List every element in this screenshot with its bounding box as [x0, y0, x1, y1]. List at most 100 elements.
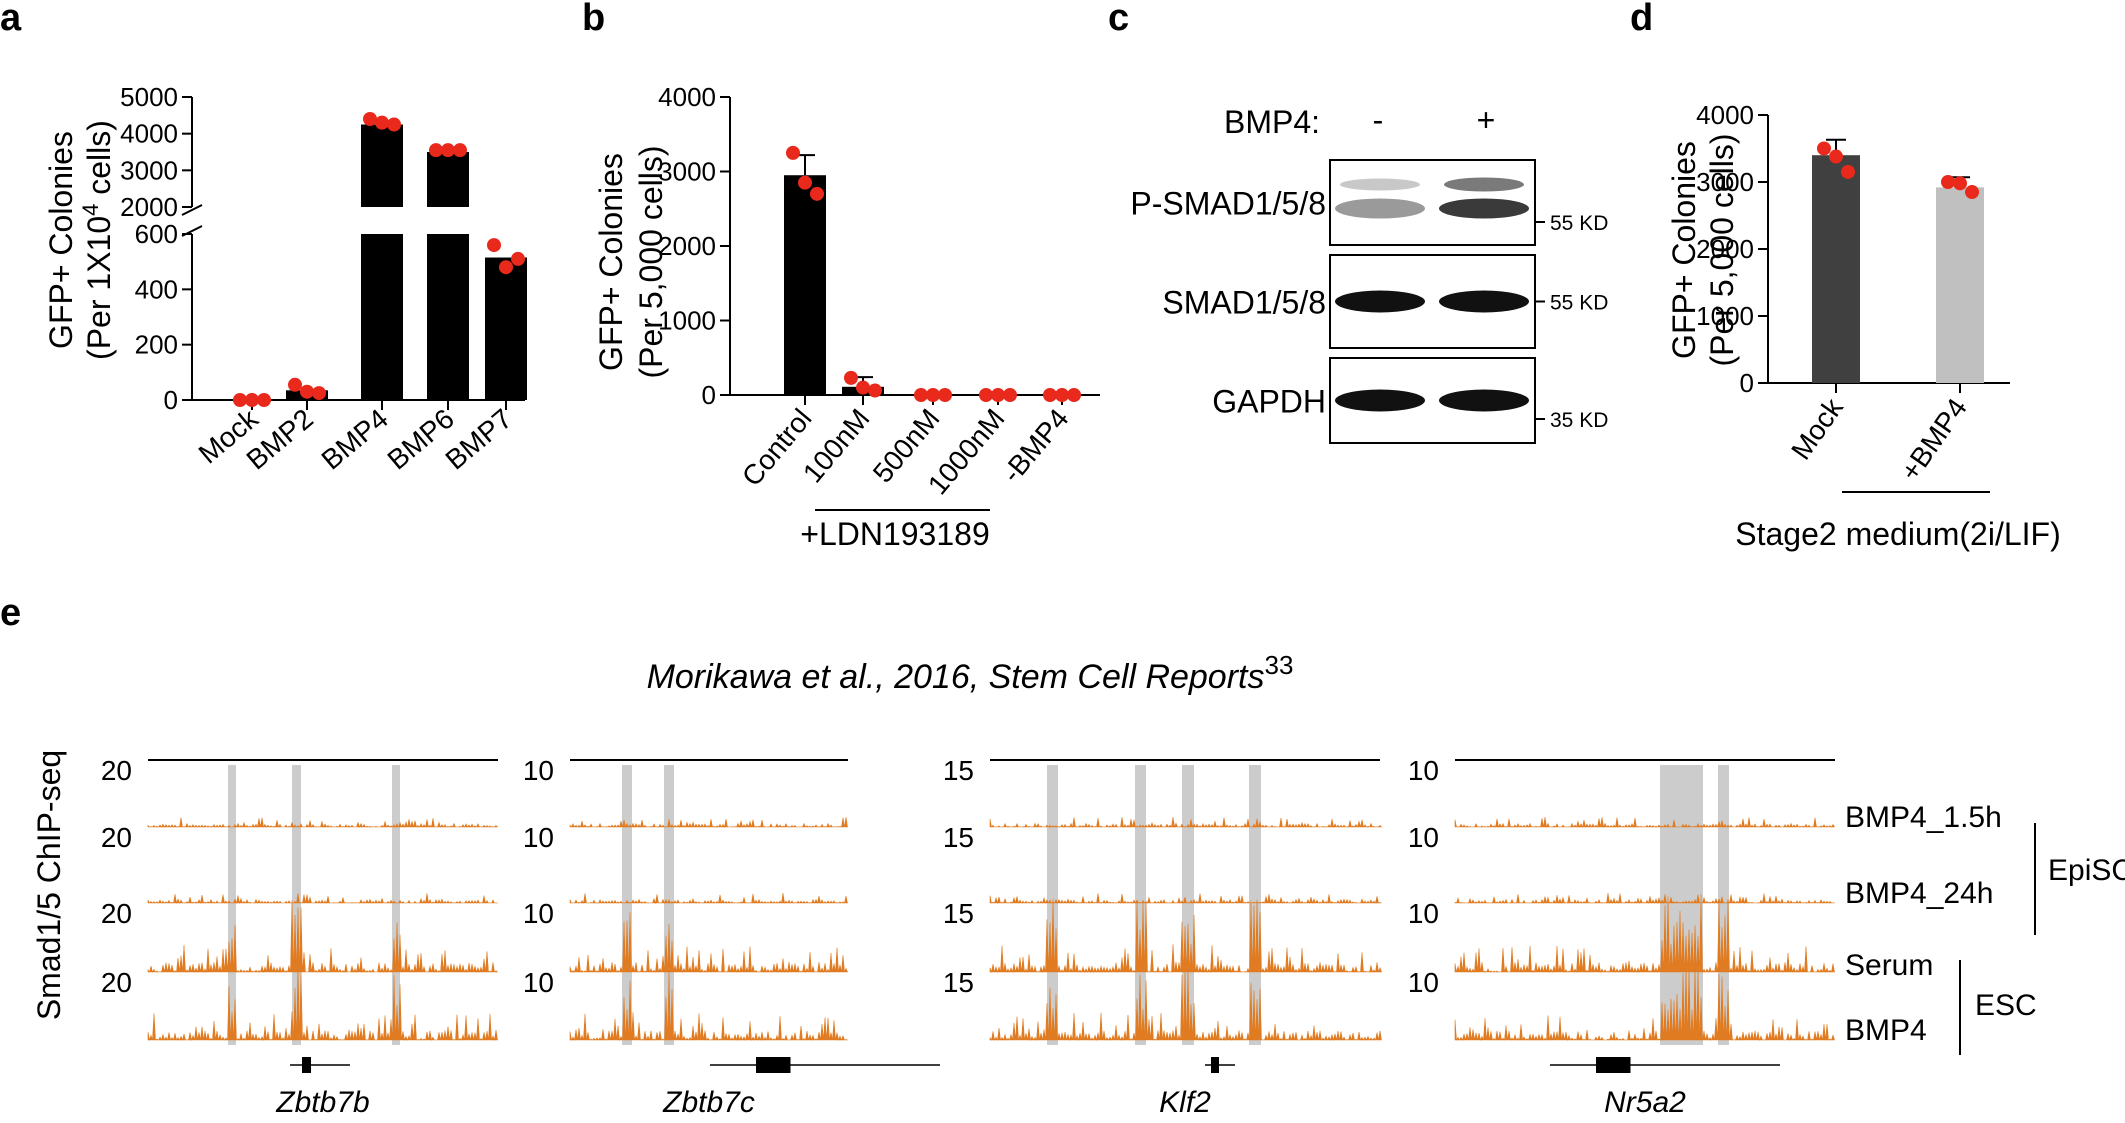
gene-model-exon	[1211, 1057, 1219, 1073]
track-signal	[1454, 966, 1835, 1042]
chart-b-group-label: +LDN193189	[800, 516, 989, 552]
chart-a-ytick-label: 0	[164, 385, 178, 415]
chart-a-bar	[361, 234, 403, 400]
chart-a-ytick-label: 3000	[120, 155, 178, 185]
chart-a-point	[511, 251, 525, 266]
track-signal	[147, 817, 498, 828]
western-kd-label: 35 KD	[1550, 409, 1608, 432]
chart-a-ytick-label: 600	[135, 219, 178, 249]
chart-b-point	[991, 388, 1005, 402]
chart-a-point	[245, 393, 259, 407]
track-signal	[147, 893, 498, 905]
track-signal	[147, 900, 498, 974]
chart-d-ylabel: GFP+ Colonies	[1666, 141, 1702, 359]
chart-a-point	[441, 143, 455, 158]
track-signal	[569, 893, 848, 905]
track-scale-label: 15	[943, 755, 974, 786]
track-row-label: BMP4_24h	[1845, 877, 1993, 910]
track-signal	[1454, 893, 1835, 905]
track-signal	[569, 817, 848, 828]
track-scale-label: 10	[1408, 755, 1439, 786]
chart-a-point	[375, 115, 389, 130]
chart-d-point	[1941, 175, 1955, 189]
chart-b-ytick-label: 3000	[658, 157, 716, 187]
chart-a-ytick-label: 200	[135, 330, 178, 360]
western-band	[1439, 389, 1529, 412]
chart-d-group-label: Stage2 medium(2i/LIF)	[1735, 516, 2060, 552]
track-row-label: BMP4_1.5h	[1845, 801, 2002, 834]
chart-a-ytick-label: 400	[135, 274, 178, 304]
chart-d-xtick-label: +BMP4	[1894, 393, 1973, 487]
chart-d-point	[1829, 149, 1843, 164]
chart-b-point	[856, 380, 870, 395]
track-signal	[989, 898, 1382, 974]
western-kd-label: 55 KD	[1550, 212, 1608, 235]
chart-b-ytick-label: 4000	[658, 82, 716, 112]
tracks-ylabel: Smad1/5 ChIP-seq	[31, 750, 67, 1020]
track-highlight	[1660, 765, 1703, 1045]
gene-model-exon	[756, 1057, 791, 1073]
chart-b-point	[844, 370, 858, 385]
chart-a-point	[387, 117, 401, 132]
chart-a-xtick-label: BMP6	[382, 403, 460, 476]
chart-b-xtick-label: Control	[736, 403, 818, 492]
gene-name-label: Klf2	[1159, 1086, 1211, 1119]
chart-a-point	[312, 386, 326, 401]
chart-b-ylabel2: (Per 5,000 cells)	[633, 146, 669, 379]
western-band	[1340, 178, 1420, 191]
track-highlight	[228, 765, 236, 1045]
chart-b-ytick-label: 1000	[658, 306, 716, 336]
chart-a-bar	[427, 152, 469, 207]
chart-a-ylabel: GFP+ Colonies	[43, 131, 79, 349]
chart-a-point	[257, 393, 271, 407]
track-scale-label: 20	[101, 967, 132, 998]
chart-d-xtick-label: Mock	[1785, 392, 1849, 465]
track-scale-label: 10	[523, 898, 554, 929]
track-signal	[569, 970, 848, 1042]
track-scale-label: 10	[1408, 967, 1439, 998]
chart-a-point	[429, 143, 443, 158]
gene-name-label: Zbtb7b	[275, 1086, 369, 1119]
track-scale-label: 10	[1408, 898, 1439, 929]
gene-model-exon	[302, 1057, 311, 1073]
chart-b-point	[1043, 388, 1057, 402]
chip-seq-tracks: Morikawa et al., 2016, Stem Cell Reports…	[31, 650, 2125, 1119]
track-highlight	[622, 765, 632, 1045]
track-scale-label: 15	[943, 822, 974, 853]
chart-b-point	[938, 388, 952, 402]
chart-d-bar	[1812, 155, 1860, 383]
chart-b-bar	[784, 175, 826, 395]
gene-name-label: Nr5a2	[1604, 1086, 1686, 1119]
chart-a-point	[300, 384, 314, 399]
track-scale-label: 20	[101, 822, 132, 853]
western-band	[1439, 290, 1529, 313]
track-highlight	[292, 765, 301, 1045]
chart-a-axis-break-mark	[181, 204, 203, 216]
panel-letter-a: a	[0, 0, 22, 39]
track-highlight	[1047, 765, 1058, 1045]
tracks-title: Morikawa et al., 2016, Stem Cell Reports…	[647, 650, 1294, 696]
chart-a-point	[233, 393, 247, 407]
chart-d-point	[1965, 185, 1979, 200]
gene-model-exon	[1596, 1057, 1631, 1073]
track-scale-label: 15	[943, 898, 974, 929]
track-signal	[989, 969, 1382, 1042]
track-highlight	[664, 765, 674, 1045]
track-row-label: Serum	[1845, 949, 1933, 982]
chart-d-ytick-label: 0	[1740, 368, 1754, 398]
chart-d-ytick-label: 4000	[1696, 100, 1754, 130]
western-band	[1335, 389, 1425, 412]
track-highlight	[1249, 765, 1261, 1045]
chart-a-point	[453, 143, 467, 158]
chart-d-point	[1817, 141, 1831, 156]
chart-b-ytick-label: 0	[702, 380, 716, 410]
chart-b-point	[798, 175, 812, 190]
chart-d-ytick-label: 2000	[1696, 234, 1754, 264]
track-signal	[1454, 816, 1835, 829]
western-band	[1439, 198, 1529, 219]
chart-a-bar	[361, 124, 403, 207]
track-group-label: ESC	[1975, 989, 2037, 1022]
chart-a-bar	[427, 234, 469, 400]
chart-d: GFP+ Colonies (Per 5,000 cells) 0 1000 200…	[1666, 100, 2061, 552]
